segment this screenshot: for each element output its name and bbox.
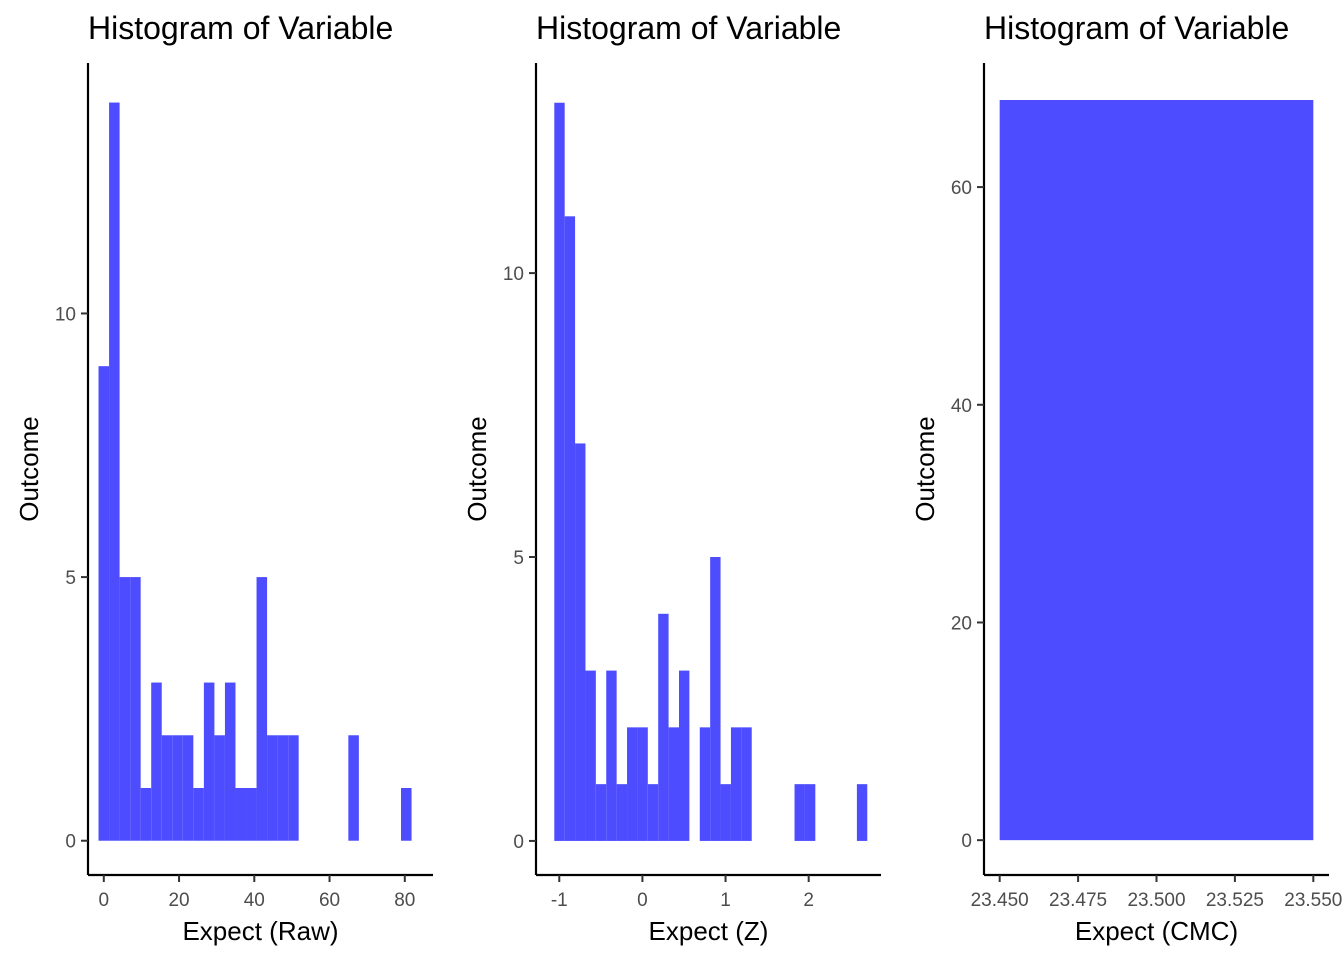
chart-panel-1: 0 5 10 0 20 40 60 80 Histogram of Variable Expect…: [14, 10, 433, 946]
y-axis-title: Outcome: [910, 416, 940, 522]
x-tick-label: 23.450: [971, 890, 1029, 911]
histogram-bar: [647, 784, 659, 841]
y-tick-label: 20: [951, 613, 972, 634]
histogram-bar: [288, 735, 299, 841]
y-tick-label: 10: [55, 304, 76, 325]
y-tick-label: 0: [513, 832, 524, 853]
y-tick-label: 60: [951, 178, 972, 199]
histogram-bar: [575, 443, 586, 841]
x-tick-label: -1: [551, 890, 568, 911]
histogram-bar: [804, 784, 816, 841]
y-tick-label: 5: [65, 568, 76, 589]
histogram-bar: [554, 102, 565, 841]
chart-title: Histogram of Variable: [88, 10, 393, 46]
chart-title: Histogram of Variable: [536, 10, 841, 46]
y-axis-title: Outcome: [462, 416, 492, 522]
x-axis-title: Expect (Raw): [182, 916, 338, 946]
histogram-bar: [172, 735, 183, 841]
x-tick-label: 23.525: [1206, 890, 1264, 911]
histogram-bar: [999, 100, 1314, 841]
histogram-bar: [585, 670, 596, 841]
y-tick-label: 0: [961, 831, 972, 852]
histogram-bar: [109, 102, 120, 841]
histogram-bar: [595, 784, 607, 841]
x-axis-title: Expect (Z): [649, 916, 769, 946]
histogram-bar: [627, 727, 638, 841]
histogram-bar: [182, 735, 194, 841]
chart-title: Histogram of Variable: [984, 10, 1289, 46]
y-tick-label: 5: [513, 548, 524, 569]
histogram-bar: [119, 577, 131, 841]
histogram-bar: [616, 784, 628, 841]
x-tick-label: 23.550: [1284, 890, 1342, 911]
histogram-bar: [720, 784, 731, 841]
x-tick-label: 2: [803, 890, 814, 911]
x-tick-label: 80: [394, 890, 415, 911]
histogram-bar: [606, 670, 617, 841]
histogram-bar: [794, 784, 805, 841]
x-tick-label: 0: [99, 890, 110, 911]
x-tick-label: 40: [244, 890, 265, 911]
histogram-bar: [710, 557, 721, 841]
x-axis-title: Expect (CMC): [1075, 916, 1238, 946]
histogram-bar: [277, 735, 289, 841]
histogram-bar: [741, 727, 752, 841]
chart-panel-2: 0 5 10 -1 0 1 2 Histogram of Variable Expect (Z)…: [462, 10, 881, 946]
x-tick-label: 20: [168, 890, 189, 911]
histogram-bar: [130, 577, 141, 841]
histogram-bar: [637, 727, 648, 841]
histogram-bar: [348, 735, 359, 841]
histogram-bar: [256, 577, 268, 841]
x-tick-label: 23.475: [1049, 890, 1107, 911]
x-tick-label: 23.500: [1127, 890, 1185, 911]
histogram-bar: [658, 613, 669, 841]
y-tick-label: 0: [65, 832, 76, 853]
histogram-bar: [699, 727, 711, 841]
histogram-bar: [246, 788, 257, 841]
x-tick-label: 0: [637, 890, 648, 911]
histogram-bar: [193, 788, 204, 841]
y-tick-label: 40: [951, 396, 972, 417]
histogram-bar: [267, 735, 278, 841]
histogram-bar: [401, 788, 412, 841]
histogram-bar: [161, 735, 173, 841]
histogram-bar: [203, 682, 215, 841]
histogram-bar: [678, 670, 690, 841]
histogram-bar: [730, 727, 742, 841]
histogram-bar: [668, 727, 679, 841]
histogram-bar: [140, 788, 152, 841]
histogram-bar: [224, 682, 236, 841]
histogram-bar: [564, 216, 576, 841]
histogram-bar: [856, 784, 868, 841]
histogram-bar: [151, 682, 162, 841]
chart-panel-3: 0 20 40 60 23.450 23.475 23.500 23.525 23.550 His…: [910, 10, 1342, 946]
histogram-bar: [98, 366, 110, 841]
histogram-bar: [235, 788, 247, 841]
histogram-bar: [214, 735, 225, 841]
y-tick-label: 10: [503, 264, 524, 285]
y-axis-title: Outcome: [14, 416, 44, 522]
x-tick-label: 60: [319, 890, 340, 911]
x-tick-label: 1: [720, 890, 731, 911]
